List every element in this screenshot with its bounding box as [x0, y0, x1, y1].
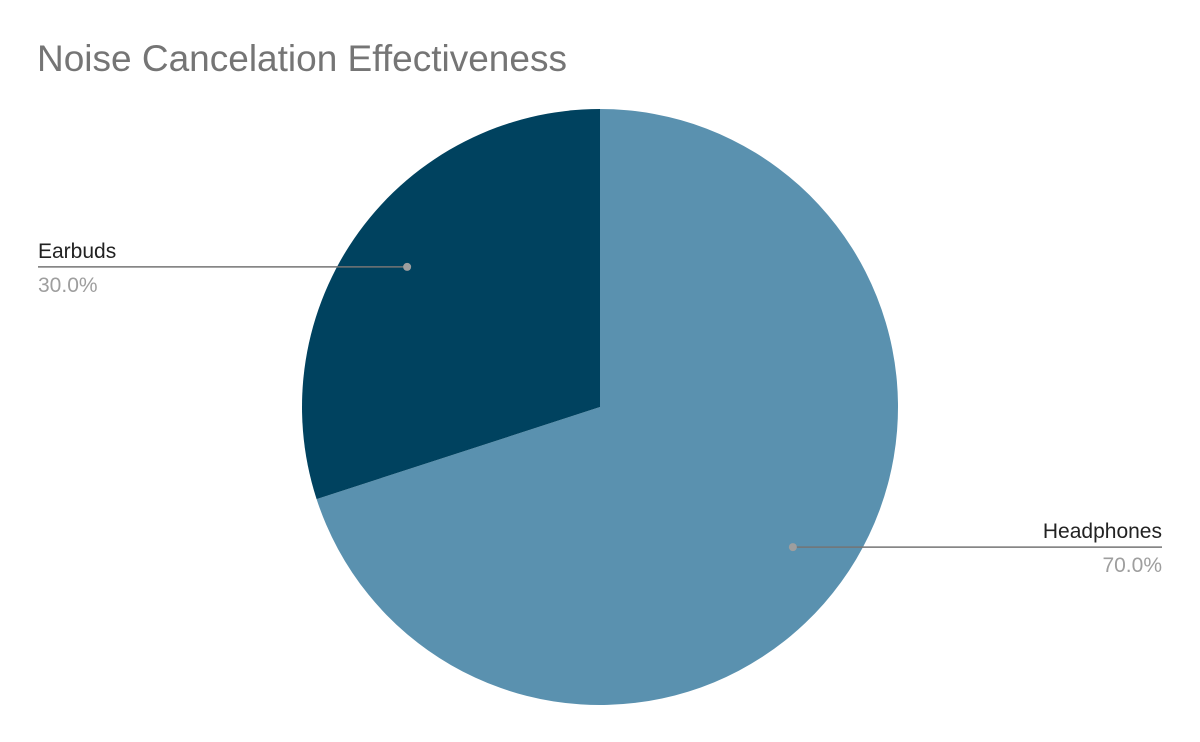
pie-slice-earbuds — [302, 108, 600, 500]
pie-slices — [302, 108, 899, 705]
slice-percent-headphones: 70.0% — [1102, 554, 1162, 577]
slice-label-earbuds: Earbuds — [38, 240, 116, 263]
pie-slice-headphones — [316, 109, 899, 705]
slice-label-headphones: Headphones — [1043, 520, 1162, 543]
chart-title: Noise Cancelation Effectiveness — [37, 38, 567, 79]
slice-percent-earbuds: 30.0% — [38, 274, 98, 297]
leader-dot-headphones — [788, 543, 797, 552]
leader-dot-earbuds — [403, 262, 412, 271]
pie-labels: Headphones 70.0% Earbuds 30.0% — [38, 240, 1162, 577]
